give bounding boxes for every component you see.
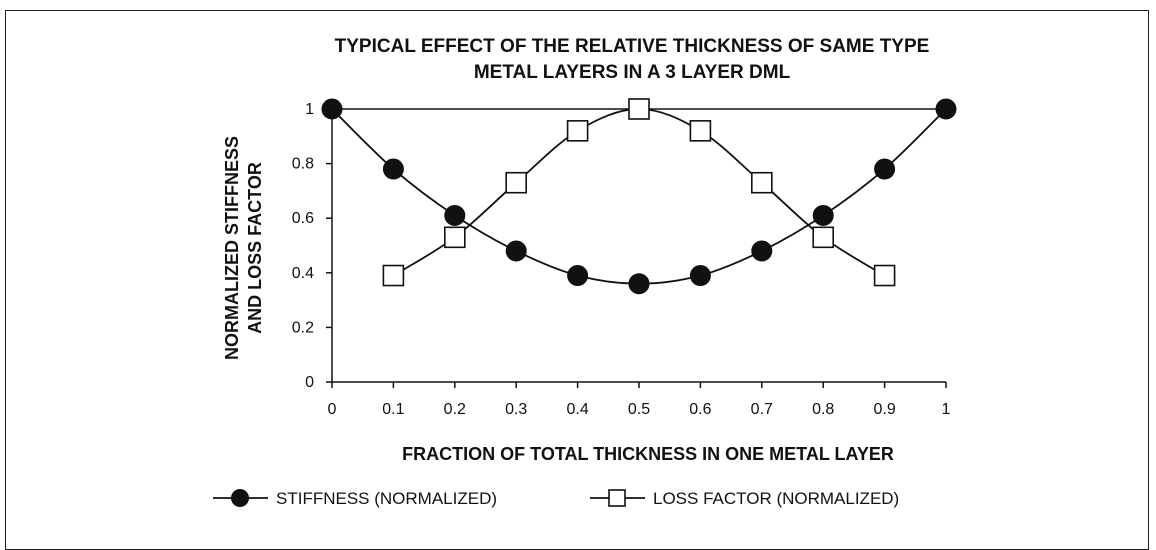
x-tick-label: 0.9 xyxy=(873,401,895,418)
series-1-point xyxy=(382,158,404,180)
x-axis-title: FRACTION OF TOTAL THICKNESS IN ONE METAL… xyxy=(402,444,894,464)
y-tick-label: 0.4 xyxy=(292,265,314,282)
x-tick-label: 1 xyxy=(942,401,951,418)
y-axis-title-line1: NORMALIZED STIFFNESS xyxy=(222,136,242,360)
series-1-point xyxy=(628,273,650,295)
x-tick-label: 0.1 xyxy=(382,401,404,418)
legend-label-2: LOSS FACTOR (NORMALIZED) xyxy=(653,489,899,508)
y-axis-title-line2: AND LOSS FACTOR xyxy=(245,162,265,334)
legend-marker-2 xyxy=(608,489,626,507)
chart-title-line1: TYPICAL EFFECT OF THE RELATIVE THICKNESS… xyxy=(335,36,930,57)
series-1-point xyxy=(567,265,589,287)
chart-title-line2: METAL LAYERS IN A 3 LAYER DML xyxy=(474,62,791,83)
plot-area: 0 0.2 0.4 0.6 0.8 1 0 0.1 0.2 0.3 0.4 0.5 0.6 0.7 0.8 0… xyxy=(292,98,957,418)
series-2-point xyxy=(566,120,589,142)
chart-svg: TYPICAL EFFECT OF THE RELATIVE THICKNESS… xyxy=(213,36,957,508)
series-2-point xyxy=(628,98,650,120)
series-2-point xyxy=(689,120,712,142)
series-1-point xyxy=(321,98,343,120)
x-tick-label: 0 xyxy=(328,401,337,418)
x-tick-label: 0.4 xyxy=(566,401,588,418)
legend-marker-1 xyxy=(231,489,249,507)
y-tick-label: 0.2 xyxy=(292,319,314,336)
legend-label-1: STIFFNESS (NORMALIZED) xyxy=(276,489,497,508)
series-1-point xyxy=(751,240,773,262)
y-tick-label: 0.6 xyxy=(292,210,314,227)
x-tick-label: 0.8 xyxy=(812,401,834,418)
series-1-point xyxy=(935,98,957,120)
y-tick-label: 0 xyxy=(305,374,314,391)
series-1-point xyxy=(505,240,527,262)
series-2-point xyxy=(505,171,528,194)
series-1-point xyxy=(874,158,896,180)
series-2-point xyxy=(750,171,773,194)
x-tick-label: 0.2 xyxy=(444,401,466,418)
series-line-2 xyxy=(392,108,886,277)
x-tick-label: 0.7 xyxy=(751,401,773,418)
x-tick-label: 0.5 xyxy=(628,401,650,418)
series-2-point xyxy=(382,264,405,287)
y-tick-label: 1 xyxy=(305,101,314,118)
series-2-point xyxy=(812,226,835,249)
series-1-point xyxy=(812,204,834,226)
series-1-point xyxy=(689,265,711,287)
series-1-point xyxy=(444,204,466,226)
series-2-point xyxy=(443,226,466,249)
x-tick-label: 0.3 xyxy=(505,401,527,418)
series-2-point xyxy=(873,264,896,287)
x-tick-label: 0.6 xyxy=(689,401,711,418)
legend: STIFFNESS (NORMALIZED) LOSS FACTOR (NORMA… xyxy=(213,489,899,508)
y-tick-label: 0.8 xyxy=(292,156,314,173)
